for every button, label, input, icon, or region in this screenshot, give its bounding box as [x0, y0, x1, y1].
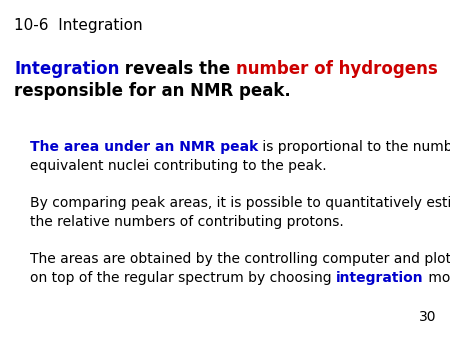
Text: By comparing peak areas, it is possible to quantitatively estimate: By comparing peak areas, it is possible … — [30, 196, 450, 210]
Text: the relative numbers of contributing protons.: the relative numbers of contributing pro… — [30, 215, 344, 229]
Text: mode.: mode. — [423, 271, 450, 285]
Text: on top of the regular spectrum by choosing: on top of the regular spectrum by choosi… — [30, 271, 336, 285]
Text: The area under an NMR peak: The area under an NMR peak — [30, 140, 258, 154]
Text: reveals the: reveals the — [119, 60, 236, 78]
Text: The areas are obtained by the controlling computer and plotted: The areas are obtained by the controllin… — [30, 252, 450, 266]
Text: Integration: Integration — [14, 60, 119, 78]
Text: equivalent nuclei contributing to the peak.: equivalent nuclei contributing to the pe… — [30, 159, 327, 173]
Text: 10-6  Integration: 10-6 Integration — [14, 18, 143, 33]
Text: number of hydrogens: number of hydrogens — [236, 60, 438, 78]
Text: 30: 30 — [418, 310, 436, 324]
Text: is proportional to the number of: is proportional to the number of — [258, 140, 450, 154]
Text: integration: integration — [336, 271, 423, 285]
Text: responsible for an NMR peak.: responsible for an NMR peak. — [14, 82, 291, 100]
